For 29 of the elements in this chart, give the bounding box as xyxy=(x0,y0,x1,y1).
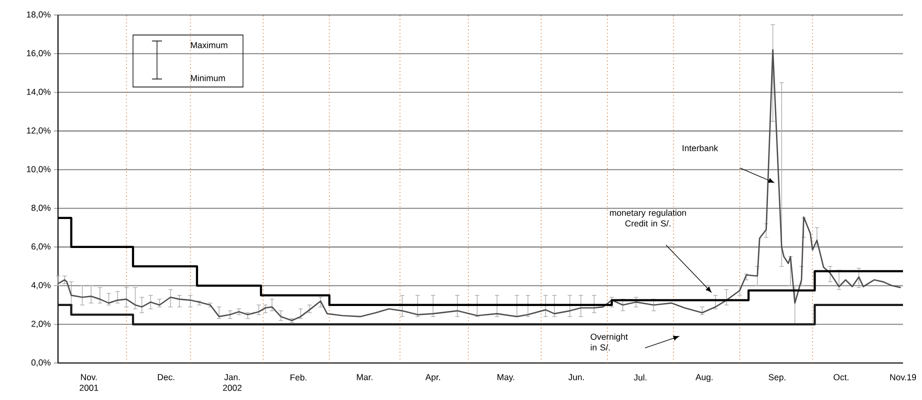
y-tick-label: 8,0% xyxy=(31,204,51,212)
x-tick-label: Jan. 2002 xyxy=(223,374,242,391)
y-tick-label: 2,0% xyxy=(32,320,51,328)
x-tick-label: Nov. 2001 xyxy=(80,374,98,391)
x-tick-label: Nov.19 xyxy=(890,374,916,380)
x-tick-label: Apr. xyxy=(425,374,440,382)
annotation: monetary regulation Credit in S/. xyxy=(610,209,686,227)
x-tick-label: Feb. xyxy=(290,374,306,381)
y-tick-label: 18,0% xyxy=(26,11,51,19)
x-tick-label: Dec. xyxy=(158,374,174,380)
y-tick-label: 16,0% xyxy=(26,50,51,58)
y-tick-label: 4,0% xyxy=(31,282,51,290)
annotation: Minimum xyxy=(190,74,225,82)
y-tick-label: 12,0% xyxy=(26,127,51,135)
x-tick-label: Jun. xyxy=(568,374,584,380)
annotation: Overnight in S/. xyxy=(590,333,628,350)
x-tick-label: Jul. xyxy=(634,374,646,381)
x-tick-label: Sep. xyxy=(768,374,786,382)
y-tick-label: 14,0% xyxy=(26,88,51,96)
annotation: Interbank xyxy=(682,144,718,152)
x-tick-label: Mar. xyxy=(356,374,372,380)
y-tick-label: 10,0% xyxy=(26,166,51,174)
y-tick-label: 0,0% xyxy=(31,359,51,367)
y-tick-label: 6,0% xyxy=(32,243,51,251)
x-tick-label: Aug. xyxy=(696,374,713,382)
line-series xyxy=(57,49,902,322)
annotation: Maximum xyxy=(190,42,228,48)
x-tick-label: May. xyxy=(498,374,514,382)
x-tick-label: Oct. xyxy=(834,374,848,380)
